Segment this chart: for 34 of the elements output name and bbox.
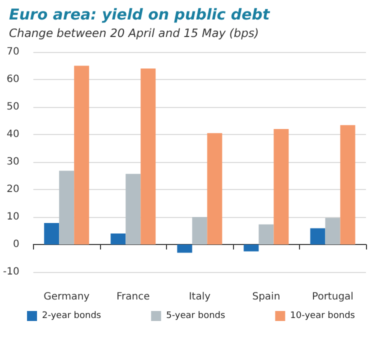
bar — [44, 223, 60, 244]
x-tick-label: France — [116, 292, 150, 302]
y-tick-label: 0 — [12, 239, 20, 250]
x-tick-label: Italy — [188, 292, 211, 302]
x-tick-label: Portugal — [312, 292, 354, 302]
bar — [325, 218, 340, 244]
bar — [74, 66, 90, 244]
bar — [192, 217, 208, 244]
bar — [340, 125, 356, 244]
y-tick-label: 30 — [6, 156, 20, 168]
legend-label: 2-year bonds — [42, 311, 102, 321]
bar — [110, 234, 126, 244]
y-tick-label: 40 — [6, 129, 20, 140]
legend-label: 5-year bonds — [166, 311, 226, 321]
bar — [244, 244, 259, 252]
bar — [177, 244, 192, 253]
y-tick-label: 50 — [6, 102, 20, 112]
legend-label: 10-year bonds — [290, 311, 356, 321]
bar — [59, 170, 74, 244]
y-tick-label: 70 — [6, 46, 20, 58]
y-tick-label: -10 — [2, 266, 20, 278]
bar — [258, 224, 274, 244]
y-tick-label: 20 — [6, 184, 20, 195]
x-tick-label: Germany — [44, 292, 90, 302]
bar — [126, 174, 141, 244]
chart-title: Euro area: yield on public debt — [9, 6, 270, 24]
bar — [274, 129, 289, 244]
chart-subtitle: Change between 20 April and 15 May (bps) — [9, 26, 259, 40]
x-tick-label: Spain — [252, 292, 280, 302]
y-tick-label: 10 — [6, 212, 20, 222]
bar — [310, 228, 326, 244]
bar — [207, 133, 222, 244]
y-tick-label: 60 — [6, 74, 20, 85]
bar — [140, 68, 156, 244]
